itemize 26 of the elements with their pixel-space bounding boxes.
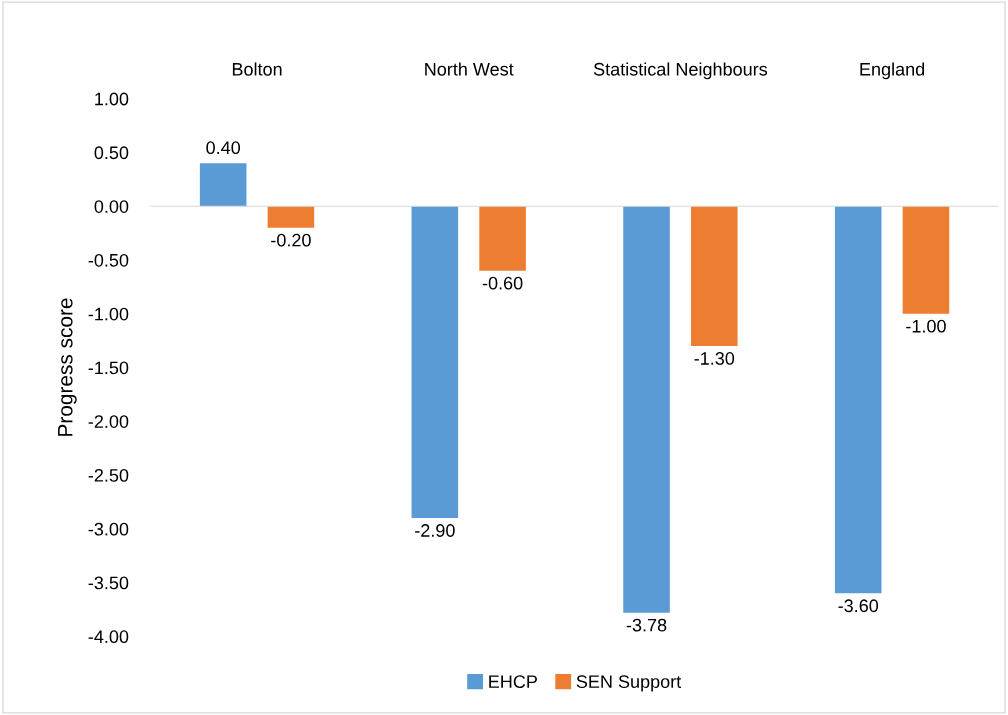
y-tick-label: 1.00 [95, 92, 129, 106]
y-tick-label: -0.50 [88, 253, 129, 267]
y-tick-label: 0.00 [94, 200, 129, 213]
y-tick-label: -3.50 [88, 576, 129, 590]
x-tick-label: England [860, 62, 925, 80]
y-axis-title: Progress score [58, 298, 77, 436]
data-label: -0.20 [271, 233, 311, 247]
data-label: -1.30 [694, 352, 735, 365]
y-tick-label: -1.00 [88, 307, 129, 321]
x-tick-label: Bolton [232, 62, 282, 76]
data-label: -3.60 [838, 599, 879, 613]
y-tick-label: -4.00 [88, 630, 129, 644]
legend-label: EHCP [489, 675, 537, 689]
data-label: -3.78 [626, 618, 667, 632]
data-label: 0.40 [206, 141, 241, 155]
data-label: -1.00 [906, 319, 946, 333]
y-tick-label: -3.00 [88, 522, 129, 536]
y-tick-label: -2.00 [88, 415, 129, 428]
data-label: -0.60 [482, 276, 523, 290]
y-tick-label: -1.50 [88, 361, 129, 375]
legend-label: SEN Support [576, 675, 682, 692]
data-label: -2.90 [415, 524, 455, 537]
y-tick-label: 0.50 [94, 146, 129, 160]
x-tick-label: Statistical Neighbours [593, 62, 768, 80]
x-tick-label: North West [425, 62, 514, 76]
y-tick-label: -2.50 [88, 468, 129, 482]
